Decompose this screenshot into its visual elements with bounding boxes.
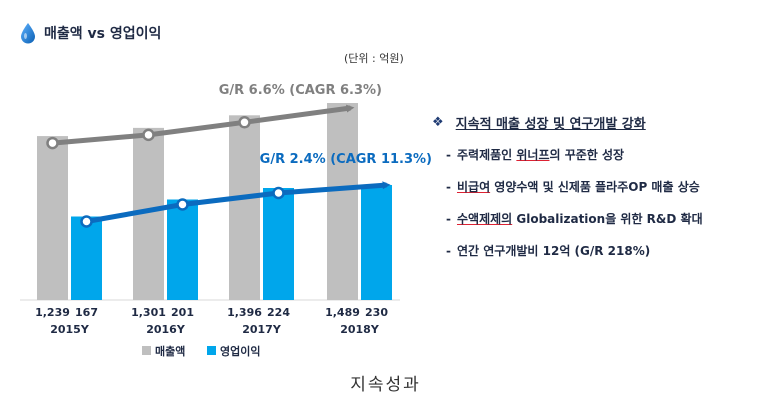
water-drop-icon <box>21 23 35 44</box>
category-label-2017Y: 2017Y <box>242 323 282 336</box>
sales-trend-point-2017Y <box>238 116 251 129</box>
bullet-item: - 연간 연구개발비 12억 (G/R 218%) <box>446 244 651 258</box>
sales-trend-label: G/R 6.6% (CAGR 6.3%) <box>219 83 382 98</box>
bar-profit-2015Y <box>71 216 102 300</box>
dash-icon: - <box>446 244 451 258</box>
legend-label-sales: 매출액 <box>155 344 185 358</box>
legend-swatch-sales <box>142 346 151 355</box>
sales-trend-point-2015Y <box>46 136 59 150</box>
profit-trend-point-2016Y <box>176 198 189 211</box>
bar-sales-2018Y <box>327 103 358 300</box>
dash-icon: - <box>446 180 451 194</box>
profit-trend-label: G/R 2.4% (CAGR 11.3%) <box>260 152 432 167</box>
profit-trend-line <box>86 181 391 224</box>
profit-trend-point-2017Y <box>272 186 285 200</box>
profit-trend-point-2015Y <box>80 215 93 228</box>
bar-sales-2017Y <box>229 115 260 300</box>
bar-sales-2015Y <box>37 136 68 300</box>
dash-icon: - <box>446 212 451 226</box>
sales-trend-line <box>52 104 355 146</box>
legend-swatch-profit <box>207 346 216 355</box>
legend-label-profit: 영업이익 <box>220 344 260 358</box>
value-label-profit-2017Y: 224 <box>267 306 290 319</box>
highlights-panel: ❖ 지속적 매출 성장 및 연구개발 강화 - 주력제품인 위너프의 꾸준한 성장… <box>432 113 767 274</box>
bullet-item: - 비급여 영양수액 및 신제품 플라주OP 매출 상승 <box>446 180 700 194</box>
value-label-profit-2018Y: 230 <box>365 306 388 319</box>
bar-profit-2018Y <box>361 185 392 300</box>
value-label-sales-2015Y: 1,239 <box>35 306 70 319</box>
category-label-2016Y: 2016Y <box>146 323 186 336</box>
bar-profit-2016Y <box>167 199 198 300</box>
bar-profit-2017Y <box>263 188 294 300</box>
category-label-2018Y: 2018Y <box>340 323 380 336</box>
value-label-profit-2015Y: 167 <box>75 306 98 319</box>
page-title: 매출액 vs 영업이익 <box>44 26 162 42</box>
legend: 매출액 영업이익 <box>142 344 260 358</box>
sales-trend-point-2016Y <box>142 128 155 142</box>
unit-label: (단위 : 억원) <box>344 52 404 65</box>
bullet-item: - 수액제제의 Globalization을 위한 R&D 확대 <box>446 212 703 226</box>
value-label-sales-2018Y: 1,489 <box>325 306 360 319</box>
diamond-bullet-icon: ❖ <box>432 115 444 130</box>
category-label-2015Y: 2015Y <box>50 323 90 336</box>
value-label-sales-2017Y: 1,396 <box>227 306 262 319</box>
value-label-profit-2016Y: 201 <box>171 306 194 319</box>
headline-text: 지속적 매출 성장 및 연구개발 강화 <box>455 117 646 132</box>
value-label-sales-2016Y: 1,301 <box>131 306 166 319</box>
bullet-item: - 주력제품인 위너프의 꾸준한 성장 <box>446 148 625 162</box>
dash-icon: - <box>446 148 451 162</box>
title-row: 매출액 vs 영업이익 <box>20 22 161 44</box>
headline: ❖ 지속적 매출 성장 및 연구개발 강화 <box>432 113 767 132</box>
caption: 지속성과 <box>350 375 421 395</box>
